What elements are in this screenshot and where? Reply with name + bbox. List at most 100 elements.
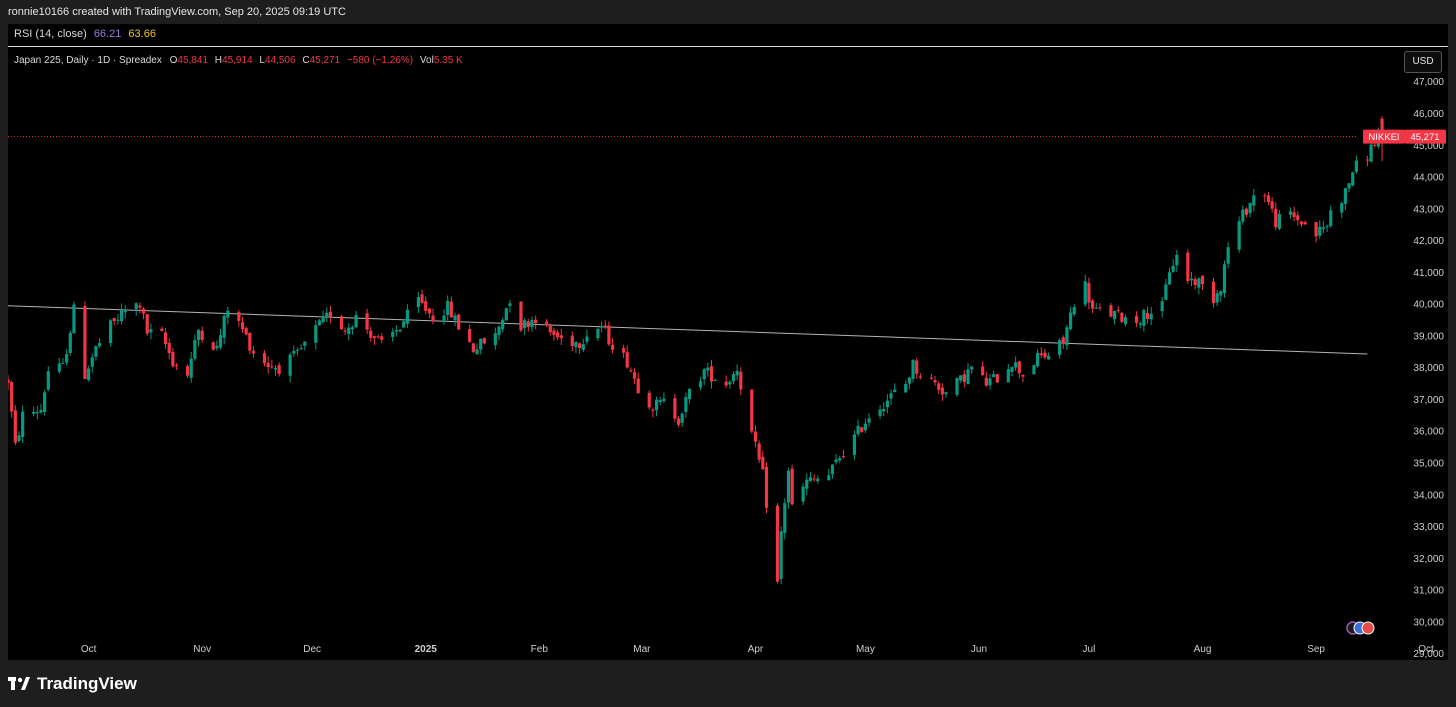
candle-body bbox=[1123, 317, 1128, 325]
y-tick-label: 45,000 bbox=[1413, 141, 1444, 152]
currency-button[interactable]: USD bbox=[1404, 51, 1442, 73]
candle-body bbox=[68, 332, 72, 353]
candle-body bbox=[365, 313, 369, 330]
candle-body bbox=[116, 319, 120, 321]
candle-body bbox=[779, 531, 783, 580]
chart-panel[interactable]: 47,000 46,000 45,000 44,000 43,000 42,000 41,0… bbox=[8, 24, 1448, 660]
candle-body bbox=[984, 377, 988, 386]
candle-body bbox=[918, 376, 922, 378]
candle-body bbox=[801, 486, 805, 502]
y-tick-label: 36,000 bbox=[1413, 427, 1444, 438]
x-tick-label: Jun bbox=[971, 644, 987, 655]
candle-body bbox=[1116, 310, 1120, 312]
candle-body bbox=[761, 456, 765, 470]
candle-body bbox=[907, 377, 911, 384]
candle-body bbox=[317, 320, 322, 326]
candle-body bbox=[380, 336, 384, 340]
y-tick-label: 42,000 bbox=[1413, 236, 1444, 247]
candle-body bbox=[603, 325, 607, 328]
candle-body bbox=[1263, 195, 1267, 197]
candle-body bbox=[218, 335, 223, 348]
x-tick-label: Dec bbox=[303, 644, 321, 655]
y-tick-label: 33,000 bbox=[1413, 522, 1444, 533]
candle-body bbox=[970, 366, 974, 370]
rsi-ma-value: 63.66 bbox=[128, 28, 156, 40]
candle-body bbox=[1303, 222, 1307, 225]
candle-body bbox=[339, 316, 344, 330]
candle-body bbox=[13, 410, 17, 443]
candle-body bbox=[1340, 203, 1344, 213]
candle-body bbox=[816, 478, 820, 482]
candle-body bbox=[889, 393, 893, 399]
candlestick-chart[interactable]: 47,000 46,000 45,000 44,000 43,000 42,000 41,0… bbox=[8, 24, 1448, 660]
candle-body bbox=[1369, 144, 1373, 162]
candle-body bbox=[240, 322, 245, 330]
candle-body bbox=[504, 308, 508, 321]
candle-body bbox=[654, 399, 659, 411]
symbol-name: Japan 225, Daily · 1D · Spreadex bbox=[14, 55, 162, 66]
candle-body bbox=[449, 301, 453, 318]
candle-body bbox=[46, 371, 50, 390]
candle-body bbox=[277, 365, 281, 374]
candle-body bbox=[966, 369, 970, 384]
candle-body bbox=[1314, 222, 1318, 237]
candle-body bbox=[222, 315, 226, 338]
candle-body bbox=[1036, 352, 1040, 367]
candle-body bbox=[757, 443, 761, 460]
y-tick-label: 30,000 bbox=[1413, 617, 1444, 628]
volume-value: 5.35 K bbox=[433, 55, 463, 66]
rsi-value: 66.21 bbox=[93, 28, 122, 40]
x-tick-label: 2025 bbox=[415, 644, 438, 655]
candle-body bbox=[1351, 172, 1355, 186]
candle-body bbox=[479, 338, 483, 350]
volume-label: Vol bbox=[419, 55, 434, 66]
candle-body bbox=[808, 477, 813, 482]
candle-body bbox=[1277, 213, 1282, 229]
candle-body bbox=[21, 411, 25, 437]
candle-body bbox=[937, 383, 941, 390]
candle-body bbox=[992, 374, 996, 378]
candle-body bbox=[599, 326, 604, 328]
candle-body bbox=[545, 321, 549, 324]
candle-body bbox=[1266, 195, 1271, 203]
candle-body bbox=[559, 335, 563, 339]
candle-body bbox=[149, 329, 153, 333]
candle-body bbox=[1193, 279, 1197, 285]
candle-body bbox=[1112, 311, 1117, 320]
y-tick-label: 46,000 bbox=[1413, 109, 1444, 120]
candle-body bbox=[1087, 282, 1091, 303]
candle-body bbox=[775, 505, 780, 582]
candle-body bbox=[1134, 315, 1139, 323]
candle-body bbox=[17, 435, 21, 442]
candle-body bbox=[1325, 225, 1329, 227]
change-value: −580 (−1.26%) bbox=[346, 55, 414, 66]
y-tick-label: 41,000 bbox=[1413, 268, 1444, 279]
candle-body bbox=[215, 345, 219, 349]
candle-body bbox=[138, 305, 142, 308]
candle-body bbox=[1014, 362, 1018, 368]
candle-body bbox=[270, 366, 274, 368]
candle-body bbox=[1219, 291, 1223, 296]
x-tick-label: Apr bbox=[748, 644, 764, 655]
candle-body bbox=[185, 366, 190, 376]
candle-body bbox=[915, 360, 919, 374]
tradingview-logo[interactable]: TradingView bbox=[8, 672, 137, 696]
candle-body bbox=[1292, 212, 1296, 218]
candle-body bbox=[610, 344, 615, 350]
candle-body bbox=[625, 352, 629, 368]
candle-body bbox=[1241, 209, 1245, 222]
candle-body bbox=[882, 408, 886, 412]
candle-body bbox=[981, 366, 985, 376]
candle-body bbox=[1211, 281, 1216, 304]
candle-body bbox=[427, 308, 431, 314]
candle-body bbox=[523, 320, 527, 329]
candle-body bbox=[530, 319, 534, 328]
candle-body bbox=[676, 418, 681, 425]
candle-body bbox=[1010, 367, 1014, 372]
pane-divider[interactable] bbox=[8, 46, 1448, 47]
candle-body bbox=[431, 315, 435, 322]
candle-body bbox=[453, 315, 457, 321]
rsi-indicator-legend[interactable]: RSI (14, close) 66.21 63.66 bbox=[14, 28, 156, 40]
candle-body bbox=[1354, 160, 1358, 172]
candle-body bbox=[830, 464, 835, 475]
